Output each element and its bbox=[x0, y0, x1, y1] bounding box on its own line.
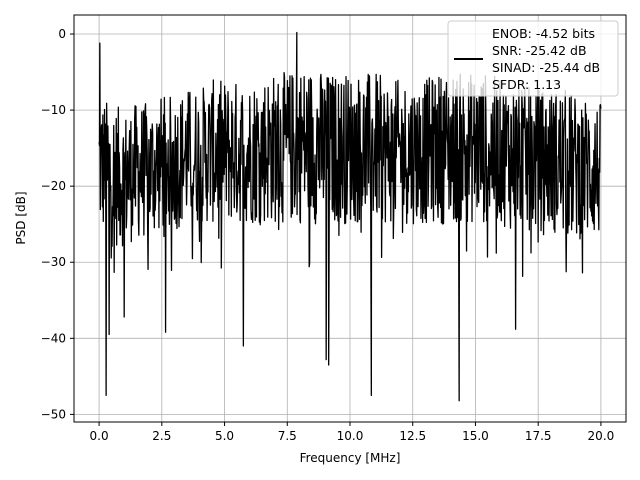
x-tick-label: 0.0 bbox=[90, 429, 109, 443]
y-tick-label: 0 bbox=[58, 27, 66, 41]
x-tick-label: 10.0 bbox=[337, 429, 364, 443]
y-axis-label: PSD [dB] bbox=[14, 191, 28, 244]
x-axis-ticks: 0.0 2.5 5.0 7.5 10.0 12.5 15.0 17.5 20.0 bbox=[90, 422, 615, 443]
x-tick-label: 17.5 bbox=[525, 429, 552, 443]
x-tick-label: 7.5 bbox=[278, 429, 297, 443]
psd-line bbox=[98, 31, 602, 402]
legend-snr: SNR: -25.42 dB bbox=[492, 43, 587, 58]
legend-enob: ENOB: -4.52 bits bbox=[492, 26, 595, 41]
x-tick-label: 2.5 bbox=[152, 429, 171, 443]
x-tick-label: 15.0 bbox=[462, 429, 489, 443]
x-axis-label: Frequency [MHz] bbox=[300, 451, 401, 465]
legend: ENOB: -4.52 bits SNR: -25.42 dB SINAD: -… bbox=[447, 20, 619, 97]
x-tick-label: 12.5 bbox=[399, 429, 426, 443]
y-tick-label: −10 bbox=[41, 103, 66, 117]
x-tick-label: 20.0 bbox=[588, 429, 615, 443]
y-tick-label: −30 bbox=[41, 255, 66, 269]
psd-series bbox=[98, 31, 602, 402]
legend-sfdr: SFDR: 1.13 bbox=[492, 77, 561, 92]
y-axis-ticks: 0 −10 −20 −30 −40 −50 bbox=[41, 27, 74, 421]
legend-sinad: SINAD: -25.44 dB bbox=[492, 60, 600, 75]
y-tick-label: −20 bbox=[41, 179, 66, 193]
y-tick-label: −50 bbox=[41, 407, 66, 421]
y-tick-label: −40 bbox=[41, 331, 66, 345]
legend-box bbox=[447, 20, 619, 97]
x-tick-label: 5.0 bbox=[215, 429, 234, 443]
